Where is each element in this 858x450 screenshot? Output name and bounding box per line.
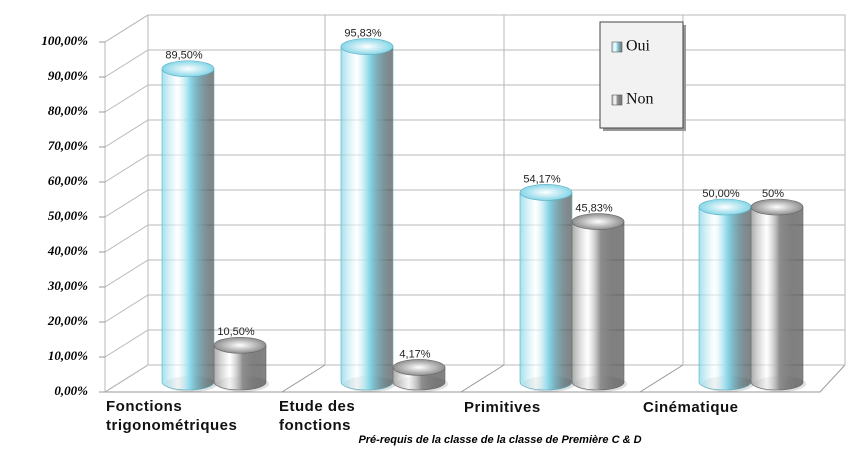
legend-swatch xyxy=(611,94,623,106)
legend-label: Oui xyxy=(626,38,651,55)
x-tick-label: Fonctions trigonométriques xyxy=(106,398,238,434)
x-tick-label: Primitives xyxy=(464,399,541,416)
bar xyxy=(213,344,267,391)
bar xyxy=(750,206,804,391)
y-tick-label: 70,00% xyxy=(48,138,88,153)
value-label: 50% xyxy=(762,188,784,200)
y-tick-label: 0,00% xyxy=(54,383,88,398)
legend-swatch xyxy=(611,41,623,53)
grid-line xyxy=(104,84,845,113)
y-tick-label: 40,00% xyxy=(47,243,88,258)
grid-line xyxy=(104,189,845,218)
bar xyxy=(161,68,215,391)
bar-top xyxy=(750,198,804,216)
y-tick-label: 10,00% xyxy=(48,348,88,363)
floor-divider xyxy=(281,364,326,393)
value-label: 4,17% xyxy=(399,348,430,360)
y-tick-label: 30,00% xyxy=(47,278,88,293)
x-tick-label: Etude des fonctions xyxy=(279,398,356,434)
grid-line xyxy=(104,49,845,78)
legend-box xyxy=(599,21,684,129)
bar-top xyxy=(213,336,267,354)
value-label: 95,83% xyxy=(344,28,382,40)
y-tick-label: 100,00% xyxy=(41,33,88,48)
floor-divider xyxy=(639,364,684,393)
y-tick-label: 20,00% xyxy=(47,313,88,328)
y-tick-label: 60,00% xyxy=(48,173,88,188)
value-label: 50,00% xyxy=(702,188,740,200)
bar xyxy=(698,206,752,391)
bar-top xyxy=(698,198,752,216)
bar xyxy=(519,192,573,391)
grid-line xyxy=(104,154,845,183)
value-label: 45,83% xyxy=(575,203,613,215)
y-tick-label: 50,00% xyxy=(48,208,88,223)
x-tick-label: Cinématique xyxy=(643,399,739,416)
value-label: 10,50% xyxy=(217,326,255,338)
bar xyxy=(340,46,394,391)
bar-top xyxy=(519,184,573,201)
bar-top xyxy=(161,60,215,78)
y-tick-label: 80,00% xyxy=(48,103,88,118)
bar-top xyxy=(571,213,625,230)
grid-line xyxy=(104,14,845,43)
value-label: 89,50% xyxy=(165,50,203,62)
bar-top xyxy=(340,38,394,55)
legend-label: Non xyxy=(626,91,654,108)
y-tick-label: 90,00% xyxy=(48,68,88,83)
floor-divider xyxy=(460,364,505,393)
bar-top xyxy=(392,359,446,376)
value-label: 54,17% xyxy=(523,173,561,185)
x-axis-title: Pré-requis de la classe de la classe de … xyxy=(358,434,641,446)
grid-line xyxy=(104,119,845,148)
bar xyxy=(571,221,625,391)
